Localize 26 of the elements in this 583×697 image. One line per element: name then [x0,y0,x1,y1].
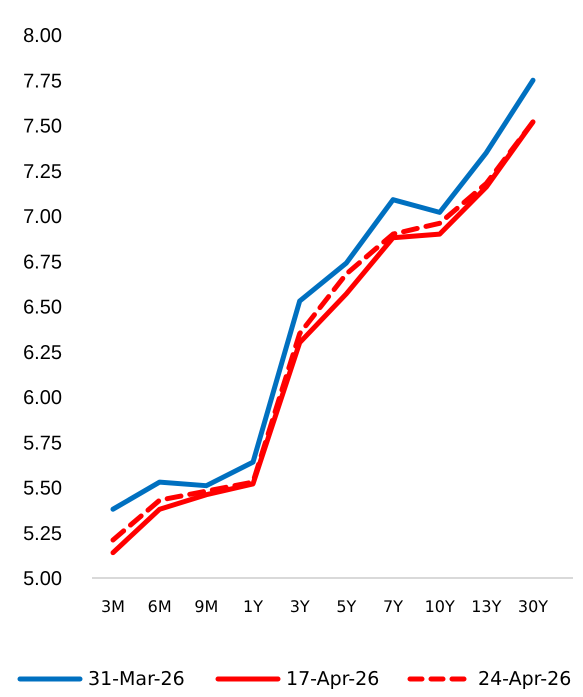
x-tick-label: 3Y [290,597,310,616]
y-tick-label: 6.50 [23,296,62,318]
y-tick-label: 6.75 [23,251,62,274]
x-tick-label: 3M [101,597,125,616]
legend-label: 17-Apr-26 [286,668,380,690]
y-tick-label: 5.75 [23,432,62,454]
y-tick-label: 5.25 [23,522,62,545]
legend-label: 24-Apr-26 [478,668,572,690]
y-tick-label: 7.50 [23,116,62,138]
y-tick-label: 6.00 [23,387,62,409]
y-tick-label: 5.50 [23,478,62,500]
y-tick-label: 7.25 [23,160,62,183]
y-tick-label: 7.75 [23,70,62,92]
y-tick-label: 6.25 [23,342,62,364]
x-tick-label: 1Y [243,597,264,616]
x-tick-label: 9M [194,597,218,616]
x-tick-label: 30Y [518,597,548,616]
x-tick-label: 5Y [336,597,357,616]
legend-label: 31-Mar-26 [88,668,185,690]
x-tick-label: 10Y [424,597,455,616]
y-tick-label: 5.00 [23,568,62,590]
y-tick-label: 7.00 [23,206,62,228]
x-tick-label: 7Y [383,597,404,616]
x-tick-label: 13Y [471,597,502,616]
y-tick-label: 8.00 [23,25,62,47]
x-tick-label: 6M [148,597,172,616]
